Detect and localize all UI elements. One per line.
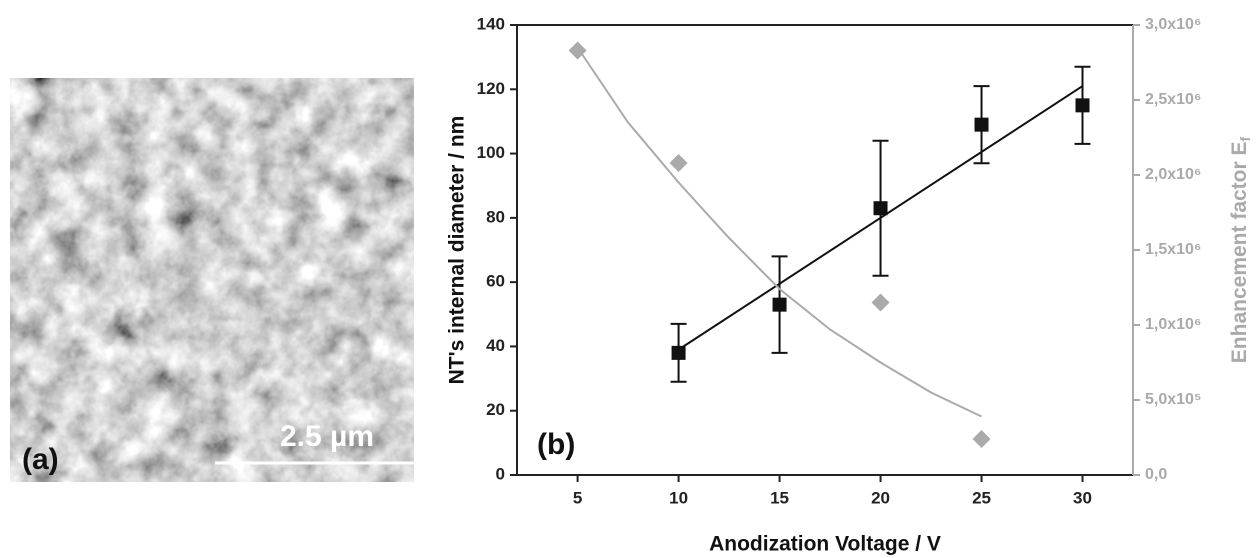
fit-line — [678, 85, 1084, 351]
x-tick-label: 30 — [1073, 488, 1092, 507]
y2-axis-label-sub: f — [1237, 136, 1253, 141]
y2-tick-label: 1,5x10⁶ — [1145, 241, 1201, 258]
y-tick-label: 0 — [496, 464, 505, 483]
y2-tick-label: 1,0x10⁶ — [1145, 316, 1201, 333]
x-tick-label: 15 — [770, 488, 789, 507]
y-axis-label: NT's internal diameter / nm — [446, 116, 469, 385]
panel-label: (b) — [537, 428, 575, 461]
x-axis-label: Anodization Voltage / V — [709, 533, 941, 556]
marker — [974, 117, 989, 132]
x-tick-label: 25 — [972, 488, 991, 507]
panel-label: (a) — [22, 443, 59, 476]
y2-axis-label-main: Enhancement factor E — [1228, 141, 1251, 363]
fit-line — [576, 46, 982, 418]
marker — [873, 201, 888, 216]
marker — [772, 297, 787, 312]
y2-tick-label: 3,0x10⁶ — [1145, 16, 1201, 33]
y2-tick-label: 2,5x10⁶ — [1145, 91, 1201, 108]
x-tick-label: 20 — [871, 488, 890, 507]
x-tick-label: 10 — [669, 488, 688, 507]
marker — [1075, 98, 1090, 113]
y-tick-label: 140 — [477, 14, 505, 33]
y-tick-label: 80 — [486, 207, 505, 226]
marker — [871, 293, 890, 312]
y-tick-label: 20 — [486, 400, 505, 419]
marker — [972, 430, 991, 448]
y-tick-label: 120 — [477, 79, 505, 98]
y-tick-label: 100 — [477, 143, 505, 162]
y2-axis-label: Enhancement factor Ef — [1228, 136, 1253, 363]
y-tick-label: 60 — [486, 272, 505, 291]
y2-tick-label: 5,0x10⁵ — [1145, 391, 1201, 408]
scale-bar-label: 2.5 µm — [280, 420, 374, 453]
y-tick-label: 40 — [486, 336, 505, 355]
y2-tick-label: 2,0x10⁶ — [1145, 166, 1201, 183]
marker — [669, 154, 688, 172]
x-tick-label: 5 — [573, 488, 582, 507]
afm-image — [10, 78, 414, 482]
marker — [671, 345, 686, 360]
y2-tick-label: 0,0 — [1145, 466, 1167, 483]
